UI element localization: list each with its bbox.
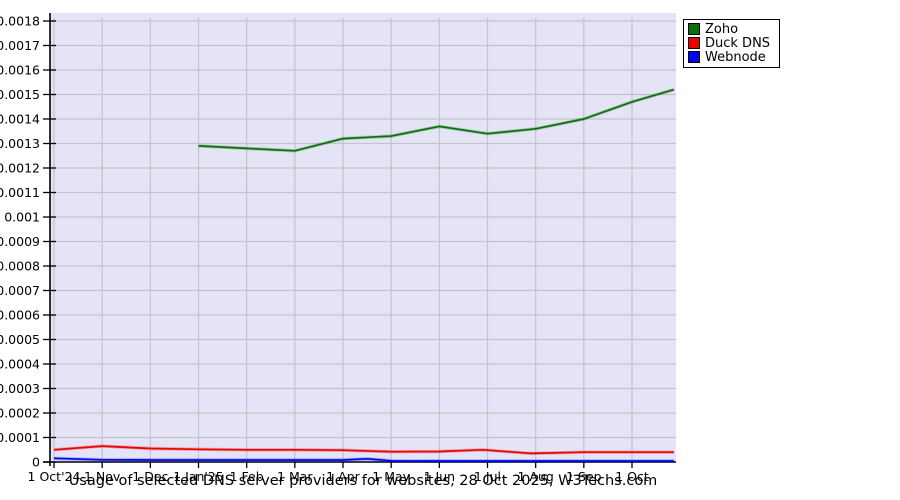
legend-label: Zoho bbox=[705, 21, 739, 37]
x-tick-label: 1 Feb bbox=[230, 469, 264, 484]
y-tick-label: 0.0016 bbox=[0, 63, 40, 78]
series-line bbox=[53, 445, 674, 455]
axes bbox=[43, 13, 676, 466]
y-tick-label: 0 bbox=[32, 455, 40, 470]
x-tick-label: 1 Mar bbox=[277, 469, 313, 484]
y-tick-label: 0.0001 bbox=[0, 430, 40, 445]
x-tick-label: 1 Jan'25 bbox=[173, 469, 224, 484]
y-ticks bbox=[43, 20, 56, 463]
legend-swatch-icon bbox=[688, 51, 700, 63]
legend-item-webnode: Webnode bbox=[688, 49, 770, 65]
series-line bbox=[198, 88, 675, 152]
y-tick-labels: 0 0.0001 0.0002 0.0003 0.0004 0.0005 0.0006 0.0… bbox=[0, 14, 40, 470]
series-zoho bbox=[198, 87, 675, 153]
y-tick-label: 0.0015 bbox=[0, 87, 40, 102]
legend-label: Webnode bbox=[705, 49, 766, 65]
x-tick-label: 1 May bbox=[372, 469, 410, 484]
legend-swatch-icon bbox=[688, 23, 700, 35]
y-tick-label: 0.0005 bbox=[0, 332, 40, 347]
y-tick-label: 0.0014 bbox=[0, 112, 40, 127]
plot-background bbox=[50, 13, 676, 462]
y-tick-label: 0.0007 bbox=[0, 283, 40, 298]
legend-swatch-icon bbox=[688, 37, 700, 49]
y-tick-label: 0.001 bbox=[4, 210, 40, 225]
y-tick-label: 0.0004 bbox=[0, 357, 40, 372]
y-tick-label: 0.0017 bbox=[0, 38, 40, 53]
x-tick-label: 1 Dec bbox=[132, 469, 168, 484]
legend-label: Duck DNS bbox=[705, 35, 771, 51]
y-tick-label: 0.0012 bbox=[0, 161, 40, 176]
x-tick-label: 1 Oct'24 bbox=[28, 469, 81, 484]
x-tick-label: 1 Oct bbox=[615, 469, 649, 484]
y-tick-label: 0.0011 bbox=[0, 185, 40, 200]
x-tick-label: 1 Nov bbox=[84, 469, 121, 484]
legend-item-zoho: Zoho bbox=[688, 21, 770, 37]
x-tick-label: 1 Sep bbox=[566, 469, 602, 484]
y-tick-label: 0.0002 bbox=[0, 406, 40, 421]
chart-title: Usage of selected DNS server providers f… bbox=[68, 473, 658, 489]
x-tick-label: 1 Apr bbox=[326, 469, 360, 484]
y-tick-label: 0.0013 bbox=[0, 136, 40, 151]
y-tick-label: 0.0003 bbox=[0, 381, 40, 396]
x-ticks bbox=[53, 462, 633, 468]
legend-item-duck-dns: Duck DNS bbox=[688, 35, 771, 51]
series-duck-dns bbox=[53, 444, 674, 456]
legend: Zoho Duck DNS Webnode bbox=[683, 19, 781, 68]
y-tick-label: 0.0006 bbox=[0, 308, 40, 323]
series-line bbox=[53, 457, 674, 462]
x-tick-label: 1 Jul bbox=[474, 469, 501, 484]
x-tick-label: 1 Aug bbox=[517, 469, 553, 484]
x-tick-labels: 1 Oct'24 1 Nov 1 Dec 1 Jan'25 1 Feb 1 Mar 1 Ap… bbox=[28, 469, 649, 484]
gridlines bbox=[50, 18, 676, 462]
y-tick-label: 0.0018 bbox=[0, 14, 40, 29]
y-tick-label: 0.0009 bbox=[0, 234, 40, 249]
series-webnode bbox=[53, 456, 674, 463]
x-tick-label: 1 Jun bbox=[424, 469, 455, 484]
y-tick-label: 0.0008 bbox=[0, 259, 40, 274]
